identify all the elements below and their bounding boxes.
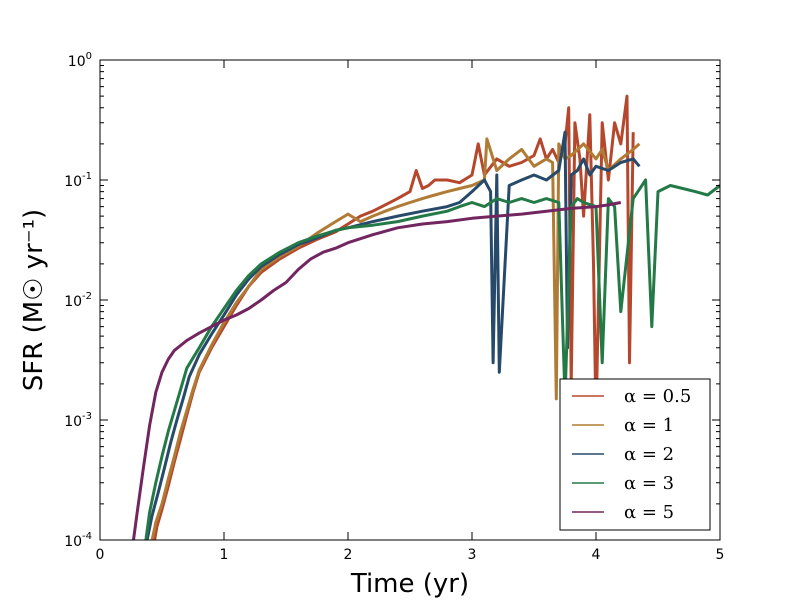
x-tick-label: 5: [716, 547, 725, 563]
series-line-3: [145, 130, 641, 540]
series-line-4: [144, 178, 720, 540]
tick-layer: 0 1 2 3 4 5 10-4 10-3 10-2 10-1 100: [64, 51, 724, 563]
series-layer: [132, 94, 720, 540]
y-tick-label: 10-3: [64, 411, 92, 430]
series-line-5: [132, 201, 622, 540]
x-tick-label: 2: [344, 547, 353, 563]
legend-label: α = 2: [624, 444, 674, 465]
y-tick-label: 10-4: [64, 531, 92, 550]
x-axis-label: Time (yr): [350, 569, 469, 599]
legend-label: α = 3: [624, 473, 674, 494]
legend-label: α = 5: [624, 502, 674, 523]
x-tick-label: 1: [220, 547, 229, 563]
legend: α = 0.5 α = 1 α = 2 α = 3 α = 5: [559, 378, 711, 531]
x-tick-label: 4: [592, 547, 601, 563]
legend-label: α = 0.5: [624, 386, 691, 407]
y-tick-label: 100: [68, 51, 92, 70]
x-tick-label: 0: [96, 547, 105, 563]
y-tick-label: 10-2: [64, 291, 92, 310]
x-tick-label: 3: [468, 547, 477, 563]
y-tick-label: 10-1: [64, 171, 92, 190]
legend-label: α = 1: [624, 415, 674, 436]
y-axis-label: SFR (M☉ yr⁻¹): [19, 209, 49, 391]
